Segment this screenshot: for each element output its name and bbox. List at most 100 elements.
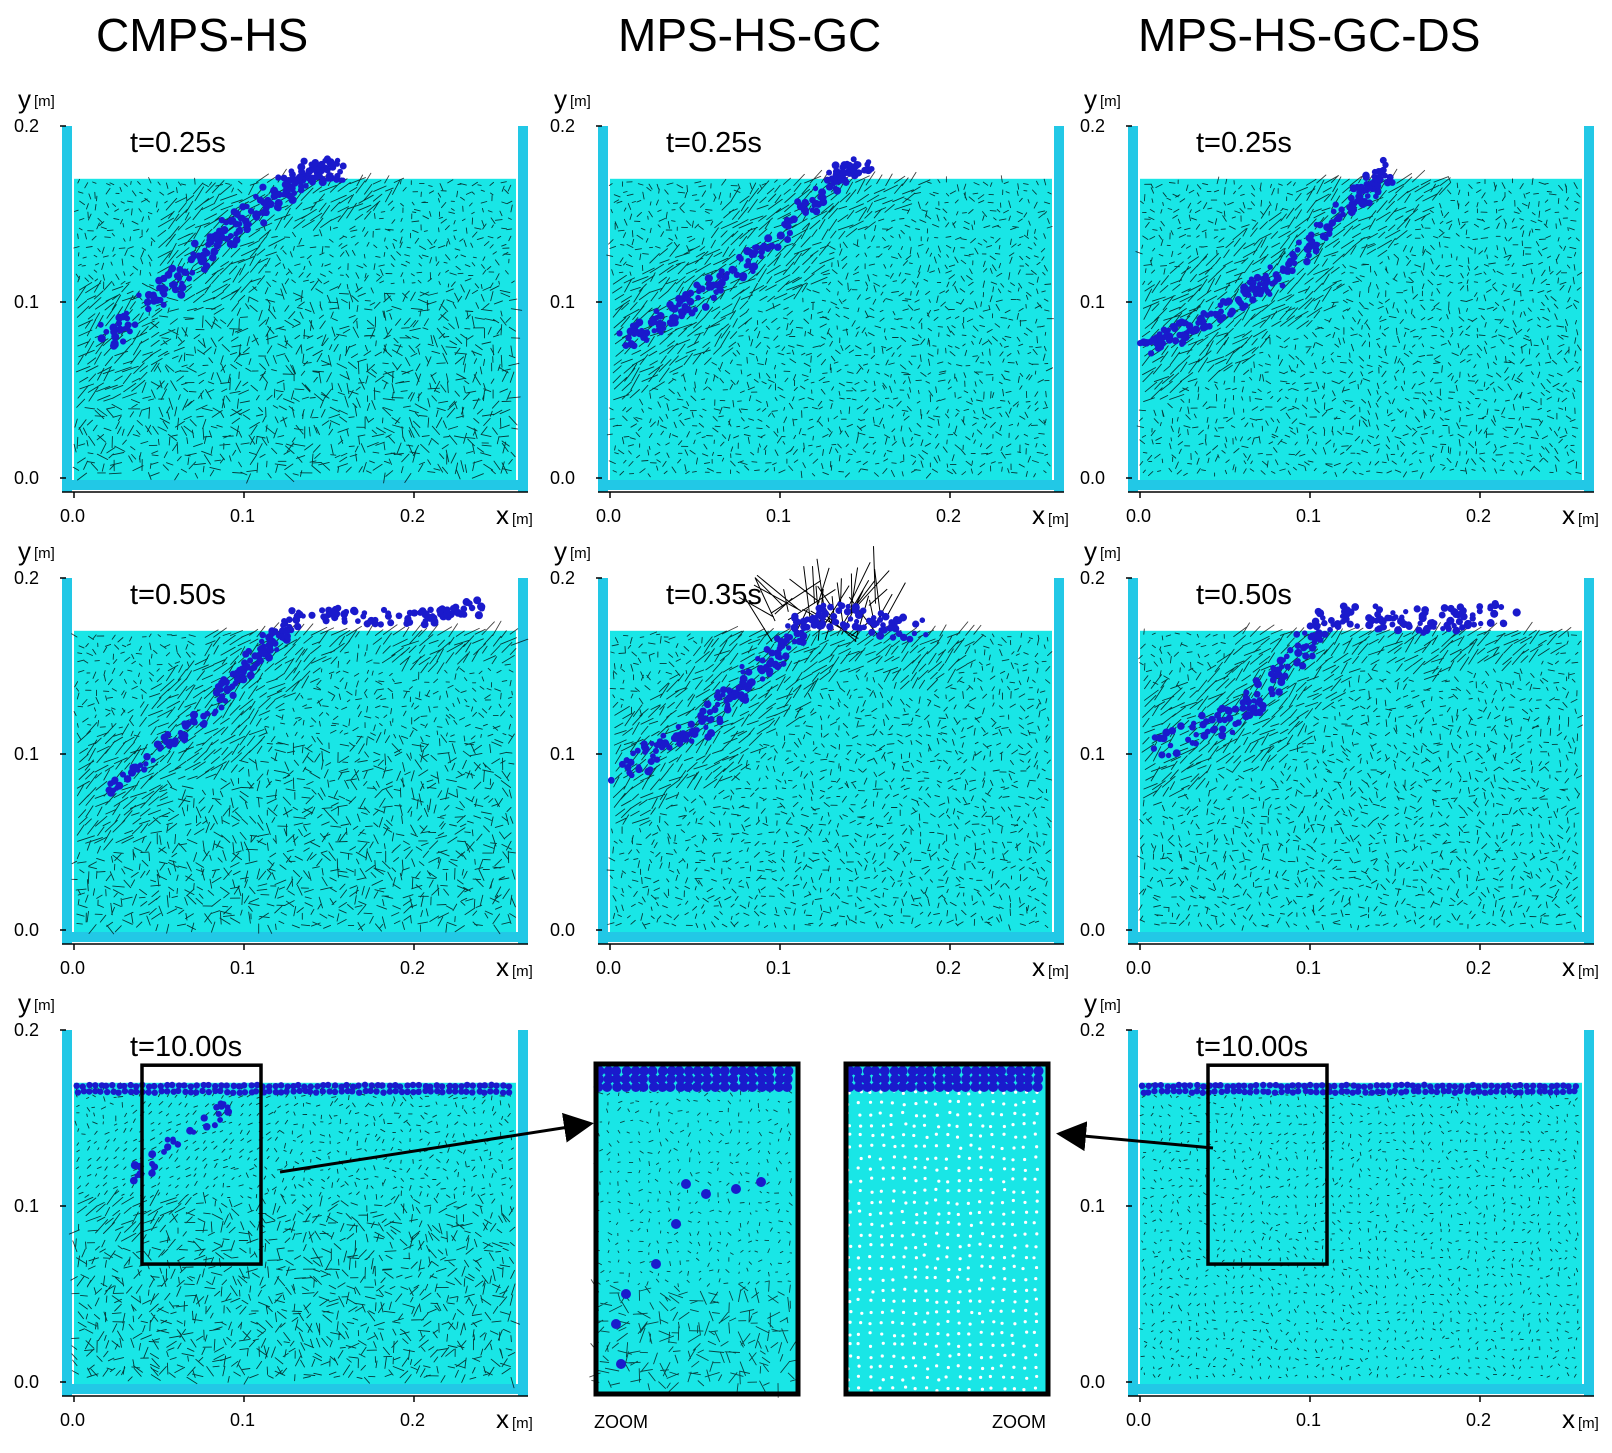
zoom-label-left: ZOOM <box>594 1412 648 1432</box>
zoom-surface-particle <box>906 1082 917 1092</box>
velocity-vectors <box>72 168 523 484</box>
zoom-surface-particle <box>871 1074 882 1084</box>
fluid-particle <box>871 1290 875 1294</box>
particle <box>1302 652 1310 660</box>
surface-particle <box>505 1083 513 1090</box>
fluid-particle <box>980 1264 984 1268</box>
fluid-particle <box>1024 1220 1028 1224</box>
particle <box>715 693 723 702</box>
particle <box>251 652 259 660</box>
particle <box>338 177 344 183</box>
fluid-particle <box>991 1191 995 1195</box>
particle <box>666 319 673 326</box>
fluid-particle <box>914 1364 918 1368</box>
particle <box>650 753 656 759</box>
time-label: t=10.00s <box>130 1031 242 1063</box>
zoom-surface-particle <box>756 1074 767 1084</box>
particle <box>164 1143 172 1151</box>
particle <box>777 637 786 646</box>
x-tick-label: 0.0 <box>1126 958 1151 978</box>
surface-particle <box>103 1088 111 1096</box>
fluid-particle <box>979 1356 984 1360</box>
particle <box>275 174 282 181</box>
zoom-surface-particle <box>747 1082 758 1092</box>
surface-particle <box>1404 1081 1411 1089</box>
zoom-surface-particle <box>1005 1074 1016 1084</box>
zoom-surface-particle <box>889 1074 900 1084</box>
fluid-particle <box>893 1144 897 1149</box>
zoom-surface-particle <box>612 1082 623 1092</box>
fluid-particle <box>1021 1145 1025 1149</box>
particle <box>387 619 395 627</box>
particle <box>126 328 133 335</box>
particle <box>198 255 208 264</box>
left-wall <box>1128 126 1138 492</box>
surface-particle <box>86 1081 93 1089</box>
fluid-particle <box>957 1179 961 1183</box>
zoom-surface-particle <box>719 1082 730 1092</box>
surface-particle <box>1409 1082 1416 1089</box>
surface-particle <box>1487 1088 1494 1096</box>
zoom-surface-particle <box>916 1082 927 1092</box>
particle <box>240 669 247 676</box>
particle <box>1295 239 1302 246</box>
fluid-particle <box>912 1341 917 1345</box>
zoom-surface-particle <box>870 1066 881 1076</box>
particle <box>235 221 242 228</box>
fluid-particle <box>1022 1113 1026 1117</box>
fluid-particle <box>847 1288 852 1292</box>
light-phase-particles <box>105 596 486 797</box>
fluid-particle <box>911 1233 915 1237</box>
particle <box>1362 173 1370 181</box>
particle <box>171 740 178 748</box>
particle <box>1327 626 1333 633</box>
fluid-particle <box>956 1386 960 1391</box>
particle <box>1189 739 1196 746</box>
particle <box>759 657 766 664</box>
fluid-particle <box>1010 1375 1014 1380</box>
fluid-particle <box>926 1311 930 1315</box>
particle <box>1192 325 1201 334</box>
fluid-particle <box>869 1298 873 1302</box>
surface-particle <box>1229 1083 1237 1090</box>
surface-particle <box>331 1088 339 1096</box>
particle <box>143 761 149 767</box>
zoom-surface-particle <box>853 1074 864 1084</box>
particle <box>683 296 690 302</box>
fluid-particle <box>867 1155 872 1159</box>
fluid-particle <box>966 1201 970 1206</box>
particle <box>1450 608 1459 617</box>
fluid-particle <box>966 1277 970 1281</box>
fluid-particle <box>946 1333 950 1337</box>
x-axis-unit: [m] <box>512 511 533 528</box>
particle <box>355 618 361 624</box>
particle <box>1440 604 1449 612</box>
particle <box>746 248 755 256</box>
surface-particle <box>1559 1088 1567 1096</box>
fluid-particle <box>1021 1190 1025 1195</box>
y-tick-label: 0.1 <box>14 1196 39 1216</box>
particle <box>740 669 746 675</box>
particle <box>229 691 237 700</box>
particle <box>1283 653 1290 660</box>
surface-particle <box>200 1081 207 1089</box>
fluid-particle <box>989 1210 993 1214</box>
light-phase-particles <box>1136 156 1396 357</box>
surface-particle <box>410 1088 417 1096</box>
fluid-particle <box>1035 1232 1039 1236</box>
particle <box>1243 689 1250 696</box>
surface-particle <box>1235 1082 1242 1089</box>
particle <box>653 742 661 749</box>
particle <box>780 660 787 667</box>
right-wall <box>1054 578 1064 944</box>
particle <box>291 190 298 197</box>
fluid-particle <box>1021 1266 1025 1271</box>
surface-particle <box>1422 1088 1429 1096</box>
particle <box>1294 648 1303 657</box>
x-tick-label: 0.2 <box>1466 958 1491 978</box>
particle <box>1136 339 1144 347</box>
particle <box>783 216 791 224</box>
particle <box>1218 731 1227 740</box>
surface-particle <box>1536 1088 1543 1095</box>
